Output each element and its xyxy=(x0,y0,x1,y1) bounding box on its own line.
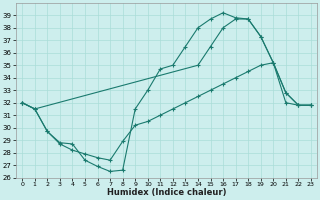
X-axis label: Humidex (Indice chaleur): Humidex (Indice chaleur) xyxy=(107,188,226,197)
